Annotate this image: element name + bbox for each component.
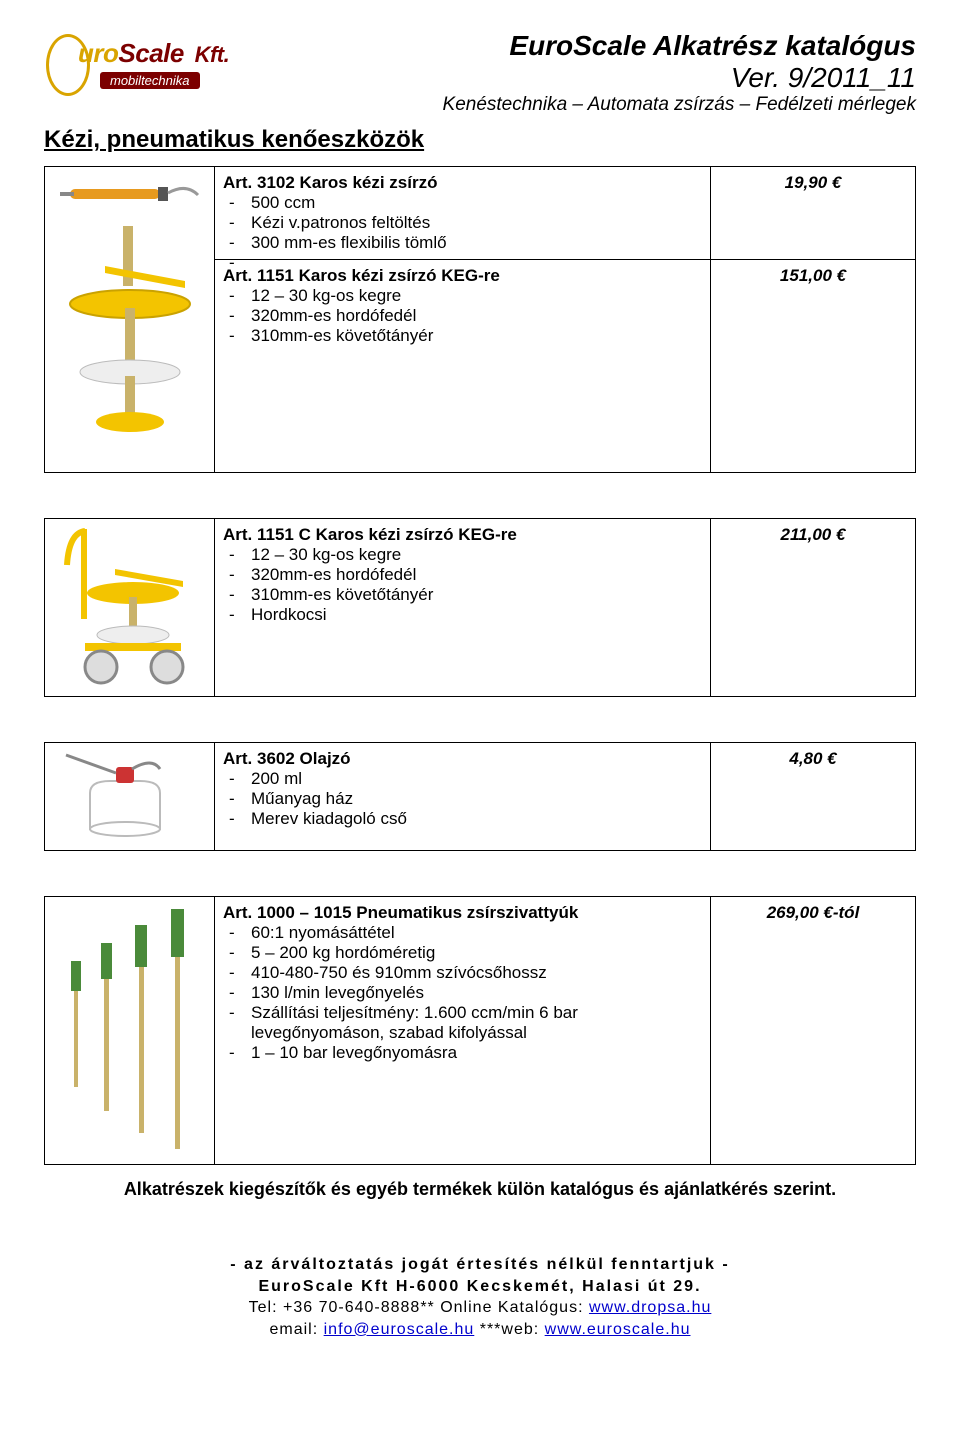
bullet: 310mm-es követőtányér xyxy=(251,326,702,346)
footer-web-link[interactable]: www.euroscale.hu xyxy=(545,1321,691,1338)
doc-version: Ver. 9/2011_11 xyxy=(443,62,916,94)
product-title: Art. 3102 Karos kézi zsírzó xyxy=(223,173,437,192)
product-image-cell xyxy=(45,743,215,851)
logo-brand-part2: Scale xyxy=(118,38,183,68)
product-image-cell xyxy=(45,519,215,697)
page-header: uroScale Kft. mobiltechnika EuroScale Al… xyxy=(44,30,916,116)
footer-contact-2: email: info@euroscale.hu ***web: www.eur… xyxy=(44,1319,916,1341)
logo-text: uroScale Kft. xyxy=(78,38,229,69)
logo-brand-part1: uro xyxy=(78,38,118,68)
catalog-table: Art. 3102 Karos kézi zsírzó 500 ccm Kézi… xyxy=(44,166,916,1165)
product-desc-cell: Art. 1000 – 1015 Pneumatikus zsírszivatt… xyxy=(215,897,711,1165)
keg-cart-icon xyxy=(55,525,205,685)
footer-web-label: ***web: xyxy=(474,1321,544,1338)
logo-tagline: mobiltechnika xyxy=(100,72,200,89)
grease-gun-icon xyxy=(60,173,200,213)
footer-email-label: email: xyxy=(270,1321,324,1338)
product-price: 269,00 €-tól xyxy=(711,897,916,1165)
footer-email-link[interactable]: info@euroscale.hu xyxy=(324,1321,475,1338)
product-bullets: 200 ml Műanyag ház Merev kiadagoló cső xyxy=(223,769,702,829)
product-bullets: 12 – 30 kg-os kegre 320mm-es hordófedél … xyxy=(223,286,702,346)
bullet: Műanyag ház xyxy=(251,789,702,809)
bullet: 5 – 200 kg hordóméretig xyxy=(251,943,702,963)
section-title: Kézi, pneumatikus kenőeszközök xyxy=(44,126,916,154)
footer-contact-1: Tel: +36 70-640-8888** Online Katalógus:… xyxy=(44,1297,916,1319)
product-price: 151,00 € xyxy=(711,260,916,473)
doc-subtitle: Kenéstechnika – Automata zsírzás – Fedél… xyxy=(443,94,916,116)
bullet: Merev kiadagoló cső xyxy=(251,809,702,829)
bullet: Kézi v.patronos feltöltés xyxy=(251,213,702,233)
header-right: EuroScale Alkatrész katalógus Ver. 9/201… xyxy=(443,30,916,116)
product-desc-cell: Art. 1151 Karos kézi zsírzó KEG-re 12 – … xyxy=(215,260,711,473)
footer-catalog-link[interactable]: www.dropsa.hu xyxy=(589,1299,711,1316)
product-bullets: 12 – 30 kg-os kegre 320mm-es hordófedél … xyxy=(223,545,702,625)
bullet: 60:1 nyomásáttétel xyxy=(251,923,702,943)
bullet: 310mm-es követőtányér xyxy=(251,585,702,605)
bullet: 12 – 30 kg-os kegre xyxy=(251,286,702,306)
spacer xyxy=(45,473,916,519)
bullet: 500 ccm xyxy=(251,193,702,213)
bullet: 12 – 30 kg-os kegre xyxy=(251,545,702,565)
bullet: 200 ml xyxy=(251,769,702,789)
page-footer: - az árváltoztatás jogát értesítés nélkü… xyxy=(44,1254,916,1340)
bullet: Szállítási teljesítmény: 1.600 ccm/min 6… xyxy=(251,1003,702,1043)
product-title: Art. 1000 – 1015 Pneumatikus zsírszivatt… xyxy=(223,903,578,922)
page: uroScale Kft. mobiltechnika EuroScale Al… xyxy=(0,0,960,1370)
product-price: 211,00 € xyxy=(711,519,916,697)
spacer xyxy=(45,697,916,743)
table-row: Art. 3602 Olajzó 200 ml Műanyag ház Mere… xyxy=(45,743,916,851)
footer-address: EuroScale Kft H-6000 Kecskemét, Halasi ú… xyxy=(44,1276,916,1298)
product-price: 4,80 € xyxy=(711,743,916,851)
product-title: Art. 1151 C Karos kézi zsírzó KEG-re xyxy=(223,525,517,544)
bullet: 300 mm-es flexibilis tömlő xyxy=(251,233,702,253)
product-image-cell xyxy=(45,167,215,473)
catalog-footnote: Alkatrészek kiegészítők és egyéb terméke… xyxy=(44,1179,916,1200)
bullet: 320mm-es hordófedél xyxy=(251,306,702,326)
doc-title: EuroScale Alkatrész katalógus xyxy=(443,30,916,62)
bullet: 410-480-750 és 910mm szívócsőhossz xyxy=(251,963,702,983)
bullet: Hordkocsi xyxy=(251,605,702,625)
product-bullets: 60:1 nyomásáttétel 5 – 200 kg hordóméret… xyxy=(223,923,702,1063)
product-title: Art. 1151 Karos kézi zsírzó KEG-re xyxy=(223,266,500,285)
table-row: Art. 1151 C Karos kézi zsírzó KEG-re 12 … xyxy=(45,519,916,697)
pneumatic-pumps-icon xyxy=(55,903,205,1153)
logo: uroScale Kft. mobiltechnika xyxy=(44,30,254,108)
bullet: 320mm-es hordófedél xyxy=(251,565,702,585)
table-row: Art. 1000 – 1015 Pneumatikus zsírszivatt… xyxy=(45,897,916,1165)
product-title: Art. 3602 Olajzó xyxy=(223,749,351,768)
product-image-cell xyxy=(45,897,215,1165)
product-bullets: 500 ccm Kézi v.patronos feltöltés 300 mm… xyxy=(223,193,702,253)
product-desc-cell: Art. 3602 Olajzó 200 ml Műanyag ház Mere… xyxy=(215,743,711,851)
table-row: Art. 3102 Karos kézi zsírzó 500 ccm Kézi… xyxy=(45,167,916,260)
product-desc-cell: Art. 3102 Karos kézi zsírzó 500 ccm Kézi… xyxy=(215,167,711,260)
oil-can-icon xyxy=(60,749,200,839)
footer-disclaimer: - az árváltoztatás jogát értesítés nélkü… xyxy=(44,1254,916,1276)
bullet: 130 l/min levegőnyelés xyxy=(251,983,702,1003)
product-desc-cell: Art. 1151 C Karos kézi zsírzó KEG-re 12 … xyxy=(215,519,711,697)
logo-suffix: Kft. xyxy=(195,42,230,67)
footer-tel-label: Tel: +36 70-640-8888** Online Katalógus: xyxy=(249,1299,589,1316)
keg-press-icon xyxy=(55,226,205,436)
bullet: 1 – 10 bar levegőnyomásra xyxy=(251,1043,702,1063)
product-price: 19,90 € xyxy=(711,167,916,260)
spacer xyxy=(45,851,916,897)
